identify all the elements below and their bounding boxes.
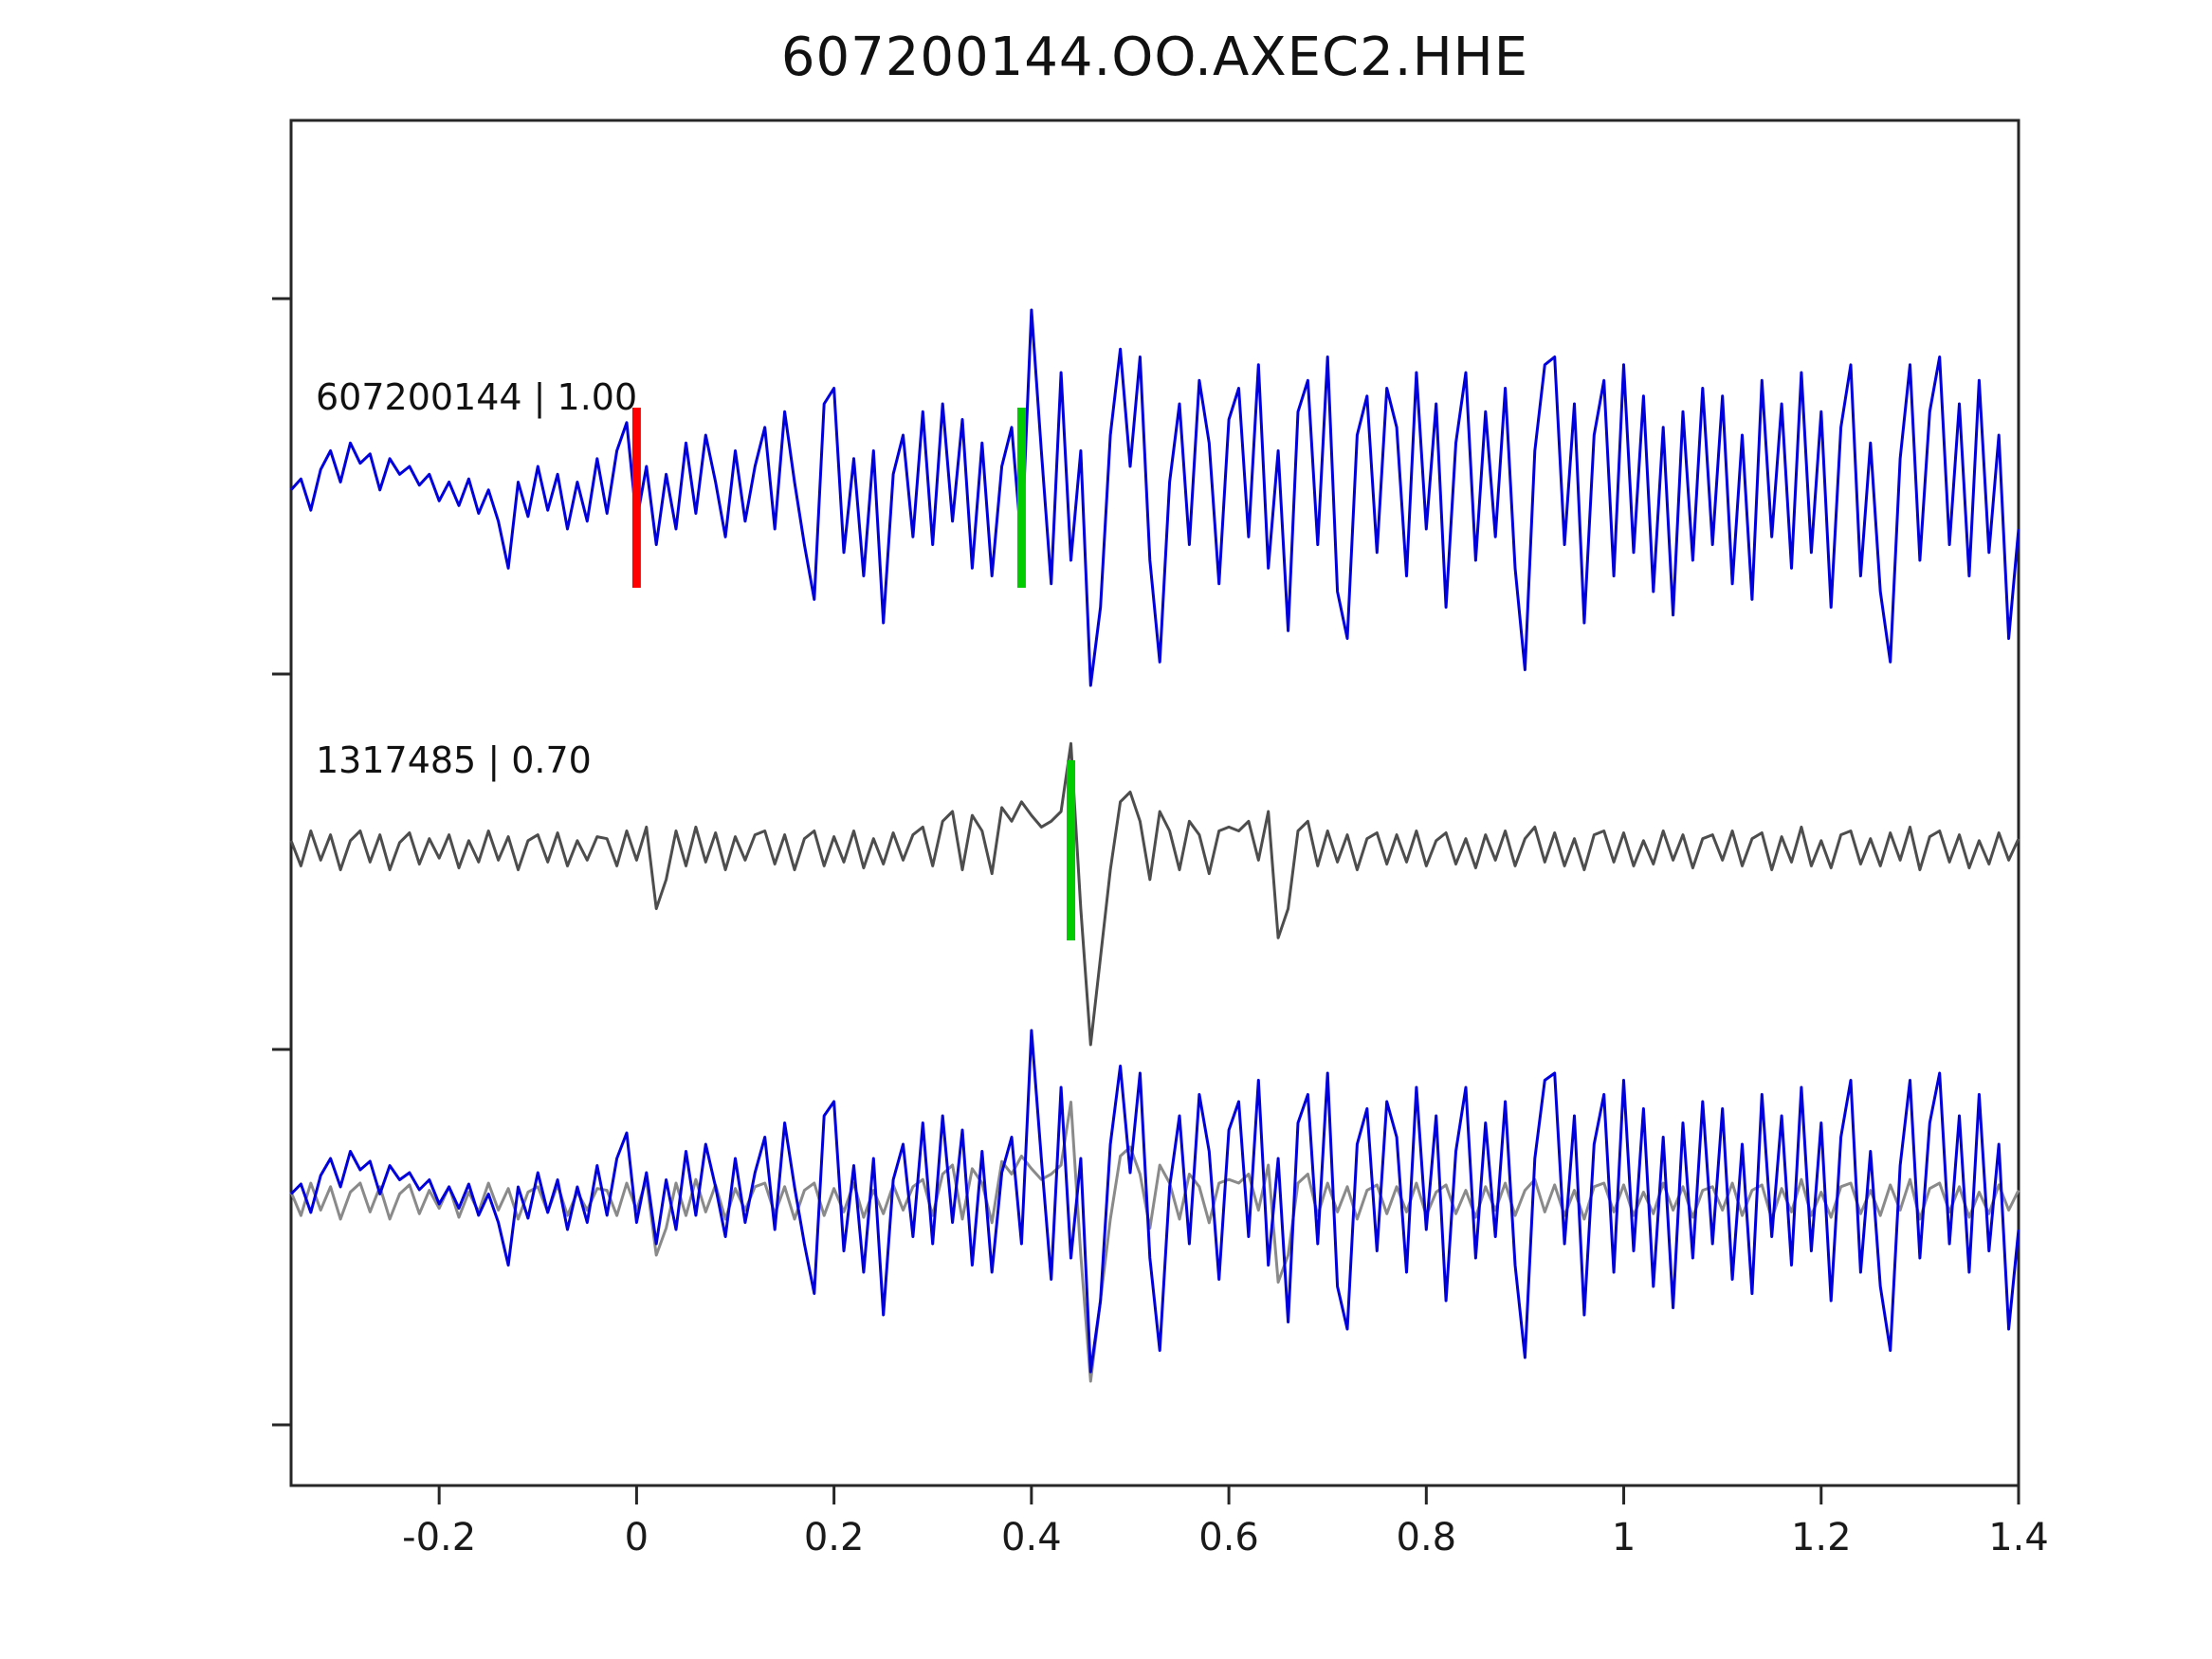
x-tick-label: 0.4 [1001,1516,1062,1559]
trace-label-template: 607200144 | 1.00 [316,376,637,419]
x-tick-label: 0.2 [804,1516,865,1559]
x-tick-label: 1.2 [1791,1516,1852,1559]
x-tick-label: 1.4 [1988,1516,2049,1559]
chart-title: 607200144.OO.AXEC2.HHE [780,27,1529,88]
x-tick-label: 0.8 [1397,1516,1457,1559]
plot-border [289,118,2020,1487]
x-tick-label: 0 [625,1516,649,1559]
x-tick-label: 0.6 [1198,1516,1259,1559]
trace-1317485 [289,741,2020,1047]
trace-607200144 [289,308,2020,687]
x-tick-label: -0.2 [402,1516,476,1559]
x-tick-label: 1 [1612,1516,1636,1559]
trace-label-detection: 1317485 | 0.70 [316,739,592,782]
trace-overlay-607200144 [289,1029,2020,1374]
